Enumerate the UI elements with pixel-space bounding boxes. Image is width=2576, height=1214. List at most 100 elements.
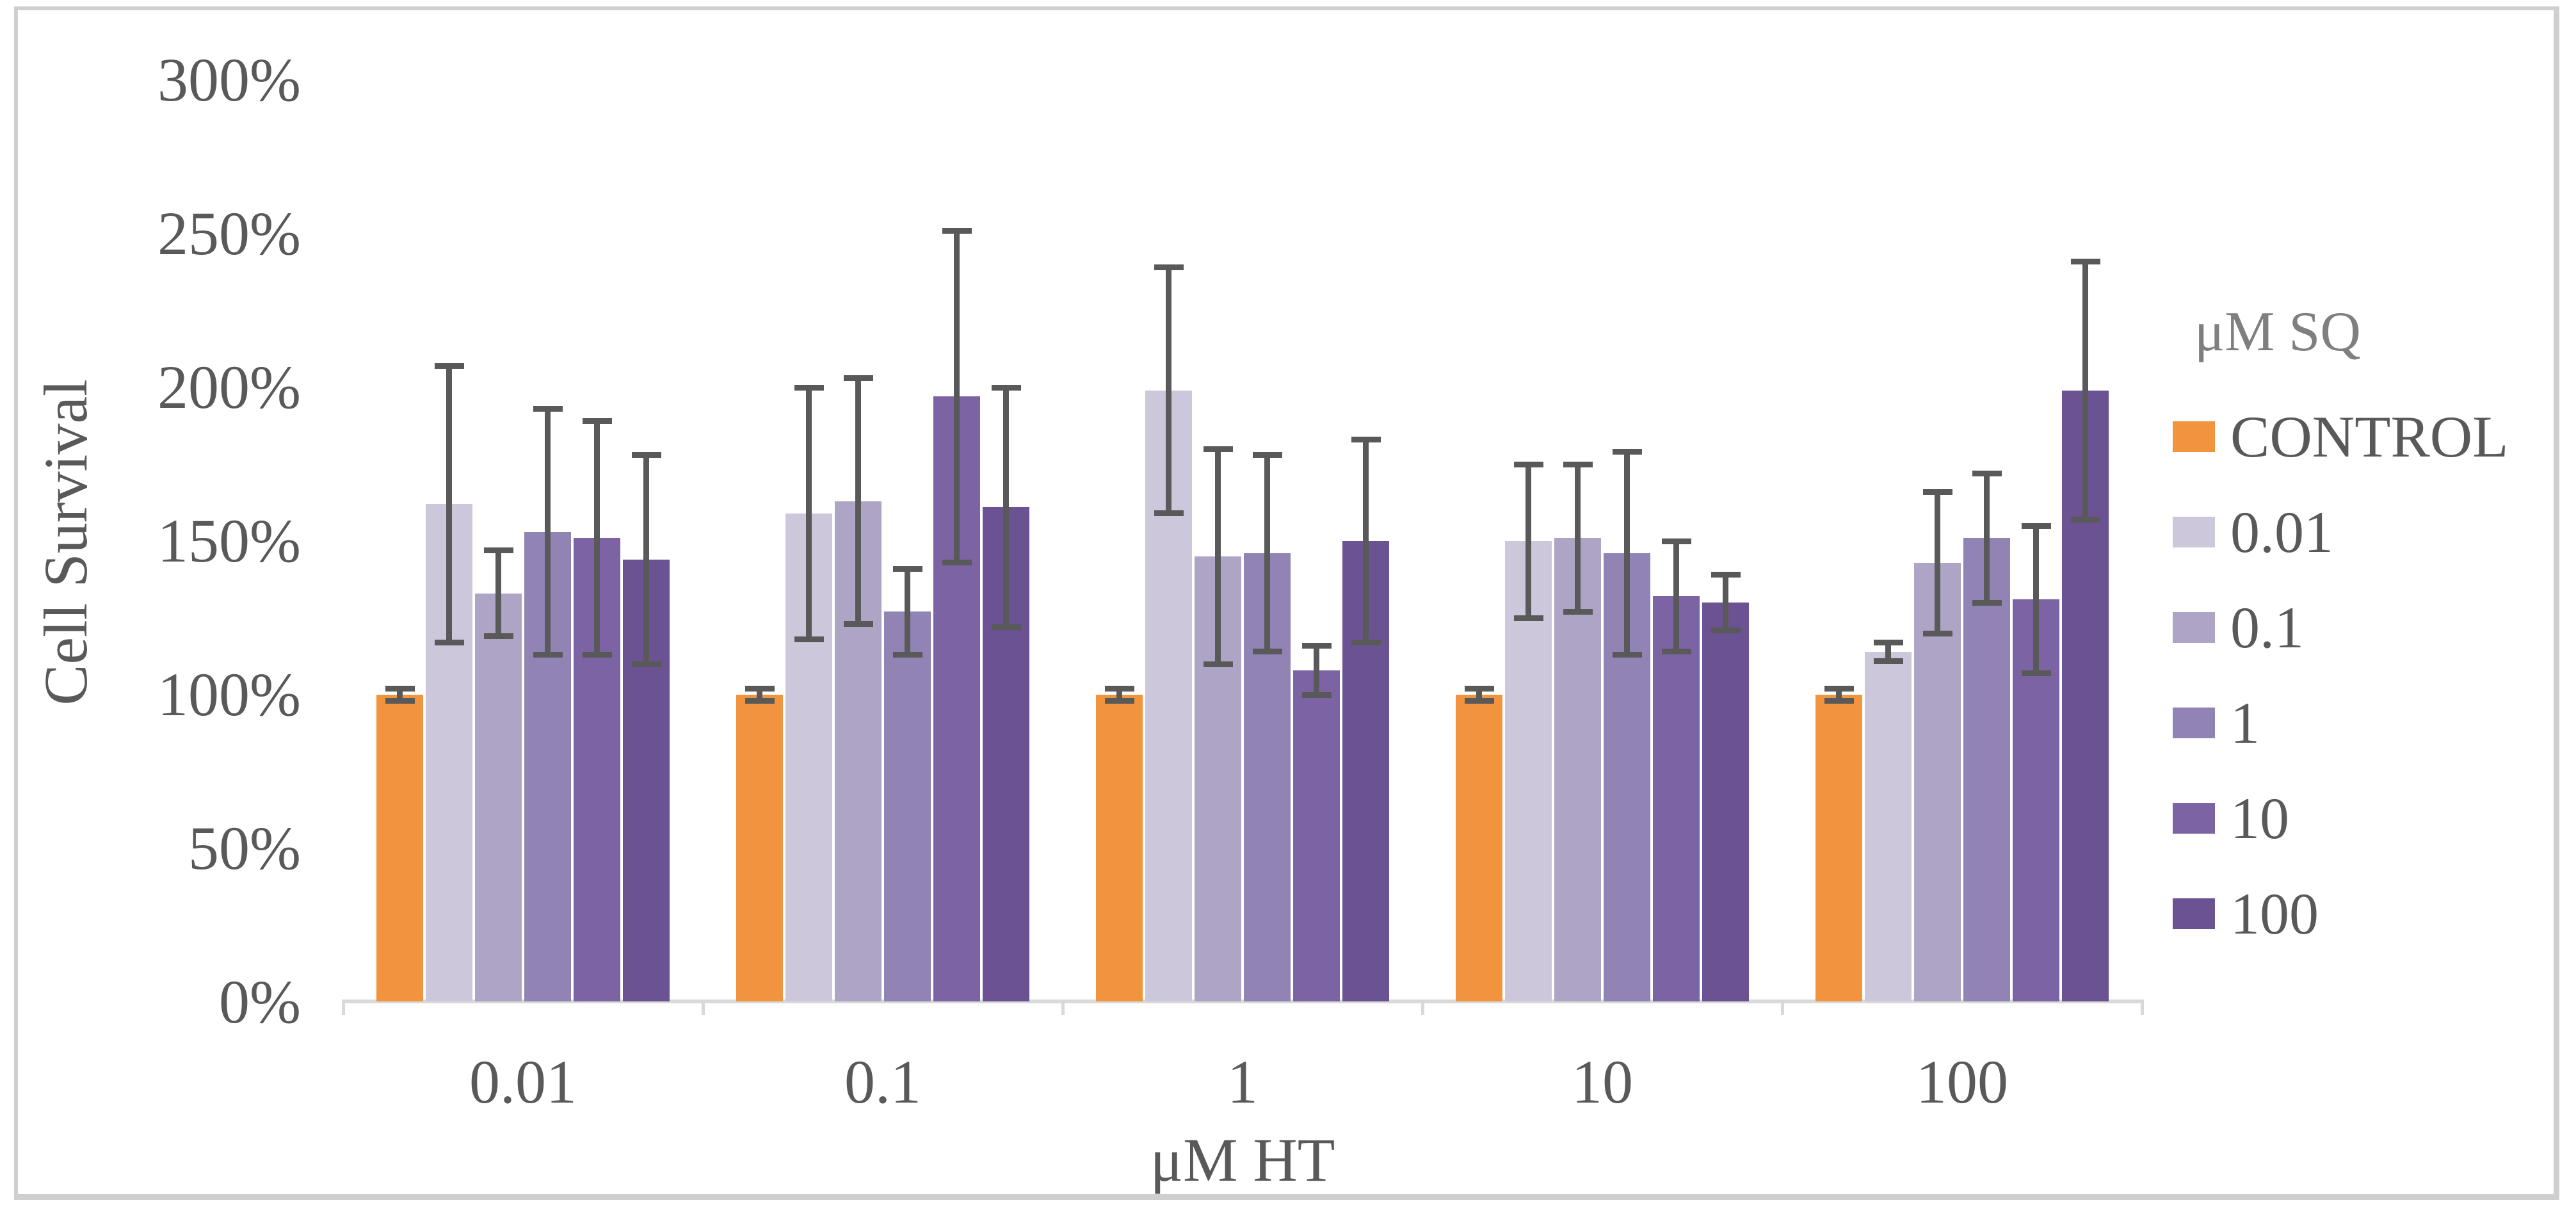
bar-10-at-10 — [1653, 596, 1700, 1001]
x-tick-label-0.1: 0.1 — [844, 1048, 921, 1116]
error-bar-1-at-10-cap-top — [1612, 449, 1642, 455]
error-bar-0.01-at-10-cap-bottom — [1513, 615, 1543, 621]
error-bar-CONTROL-at-0.1-cap-bottom — [745, 698, 775, 704]
error-bar-100-at-0.01-cap-bottom — [631, 661, 661, 667]
legend-label-0.1: 0.1 — [2230, 595, 2304, 660]
error-bar-CONTROL-at-1-cap-bottom — [1104, 698, 1134, 704]
x-axis-tick — [1061, 1000, 1065, 1015]
y-tick-label-300: 300% — [157, 45, 301, 114]
error-bar-1-at-100-cap-bottom — [1972, 599, 2002, 606]
legend-swatch-1 — [2173, 708, 2215, 738]
y-tick-label-0: 0% — [219, 967, 301, 1036]
bar-0.1-at-0.01 — [475, 593, 522, 1001]
error-bar-1-at-1-cap-top — [1252, 452, 1282, 458]
bar-CONTROL-at-0.1 — [736, 695, 783, 1001]
error-bar-0.1-at-0.01-cap-top — [483, 547, 513, 553]
x-tick-label-0.01: 0.01 — [469, 1048, 577, 1116]
error-bar-CONTROL-at-1 — [1116, 688, 1122, 701]
legend-label-0.01: 0.01 — [2230, 499, 2333, 565]
error-bar-0.1-at-100-cap-bottom — [1922, 630, 1952, 636]
error-bar-0.1-at-10 — [1575, 464, 1581, 612]
error-bar-10-at-0.1 — [954, 231, 960, 563]
y-tick-label-250: 250% — [157, 199, 301, 268]
error-bar-0.01-at-0.01 — [446, 366, 452, 643]
bar-CONTROL-at-10 — [1456, 695, 1502, 1001]
error-bar-10-at-1-cap-top — [1301, 642, 1332, 649]
legend-swatch-0.01 — [2173, 517, 2215, 547]
bar-1-at-0.1 — [884, 611, 931, 1001]
legend-swatch-CONTROL — [2173, 421, 2215, 452]
error-bar-10-at-0.01-cap-top — [582, 418, 612, 425]
error-bar-10-at-0.1-cap-top — [942, 227, 972, 234]
x-axis-tick — [1781, 1000, 1784, 1015]
bar-CONTROL-at-100 — [1815, 695, 1862, 1001]
x-axis-tick — [702, 1000, 705, 1015]
error-bar-0.1-at-0.01 — [495, 550, 501, 636]
error-bar-1-at-0.1-cap-top — [892, 565, 922, 572]
error-bar-100-at-1-cap-top — [1351, 437, 1381, 443]
bar-1-at-100 — [1963, 538, 2010, 1001]
error-bar-CONTROL-at-100 — [1836, 688, 1842, 701]
error-bar-1-at-1-cap-bottom — [1252, 649, 1282, 655]
error-bar-100-at-10-cap-bottom — [1711, 627, 1741, 633]
error-bar-0.01-at-10-cap-top — [1513, 461, 1543, 467]
error-bar-CONTROL-at-1-cap-top — [1104, 685, 1134, 692]
error-bar-CONTROL-at-0.1-cap-top — [745, 685, 775, 692]
bar-100-at-10 — [1702, 603, 1749, 1001]
error-bar-0.1-at-100-cap-top — [1922, 489, 1952, 495]
error-bar-10-at-1 — [1314, 645, 1319, 695]
error-bar-1-at-100-cap-top — [1972, 470, 2002, 476]
error-bar-100-at-1 — [1363, 439, 1369, 643]
error-bar-CONTROL-at-0.01-cap-bottom — [385, 698, 415, 704]
error-bar-10-at-0.01 — [594, 421, 600, 655]
error-bar-1-at-0.1 — [905, 569, 910, 655]
error-bar-10-at-100 — [2033, 526, 2039, 674]
error-bar-CONTROL-at-0.01-cap-top — [385, 685, 415, 692]
legend-swatch-10 — [2173, 803, 2215, 834]
error-bar-100-at-0.1-cap-bottom — [991, 624, 1021, 630]
error-bar-CONTROL-at-0.01 — [397, 688, 403, 701]
error-bar-0.1-at-0.1-cap-top — [843, 375, 873, 382]
error-bar-0.01-at-100-cap-top — [1873, 639, 1903, 645]
error-bar-100-at-0.01 — [643, 455, 649, 664]
error-bar-0.01-at-100 — [1885, 642, 1891, 661]
error-bar-100-at-10 — [1723, 574, 1728, 631]
legend-swatch-0.1 — [2173, 612, 2215, 643]
error-bar-1-at-10-cap-bottom — [1612, 652, 1642, 658]
x-axis-line — [343, 1000, 2142, 1003]
x-axis-title: μM HT — [1150, 1126, 1335, 1194]
error-bar-0.01-at-0.01-cap-top — [434, 362, 464, 369]
error-bar-0.01-at-0.1-cap-top — [794, 384, 824, 391]
error-bar-100-at-100 — [2082, 261, 2088, 520]
legend-label-10: 10 — [2230, 786, 2289, 851]
error-bar-0.01-at-1-cap-bottom — [1154, 510, 1184, 517]
error-bar-0.1-at-0.1-cap-bottom — [843, 621, 873, 627]
error-bar-0.01-at-100-cap-bottom — [1873, 658, 1903, 664]
error-bar-100-at-1-cap-bottom — [1351, 639, 1381, 645]
legend-swatch-100 — [2173, 898, 2215, 929]
error-bar-10-at-0.1-cap-bottom — [942, 560, 972, 566]
error-bar-CONTROL-at-10-cap-bottom — [1464, 698, 1494, 704]
error-bar-0.01-at-1 — [1166, 267, 1171, 514]
error-bar-1-at-0.1-cap-bottom — [892, 652, 922, 658]
y-tick-label-200: 200% — [157, 353, 301, 421]
error-bar-1-at-0.01-cap-top — [533, 406, 563, 412]
legend-label-CONTROL: CONTROL — [2230, 404, 2509, 469]
error-bar-0.1-at-100 — [1935, 492, 1940, 633]
error-bar-1-at-0.01-cap-bottom — [533, 652, 563, 658]
legend-label-100: 100 — [2230, 881, 2319, 946]
bar-0.1-at-10 — [1554, 538, 1601, 1001]
error-bar-10-at-1-cap-bottom — [1301, 692, 1332, 698]
bar-0.01-at-100 — [1865, 651, 1912, 1001]
x-tick-label-10: 10 — [1572, 1048, 1633, 1116]
error-bar-0.01-at-0.1-cap-bottom — [794, 636, 824, 643]
bar-CONTROL-at-0.01 — [376, 695, 423, 1001]
error-bar-0.1-at-10-cap-bottom — [1563, 608, 1593, 615]
error-bar-10-at-10-cap-bottom — [1661, 649, 1691, 655]
legend-label-1: 1 — [2230, 690, 2260, 756]
x-axis-tick — [342, 1000, 345, 1015]
error-bar-10-at-10 — [1673, 541, 1679, 652]
error-bar-100-at-0.1 — [1003, 387, 1009, 627]
error-bar-0.01-at-0.01-cap-bottom — [434, 639, 464, 645]
